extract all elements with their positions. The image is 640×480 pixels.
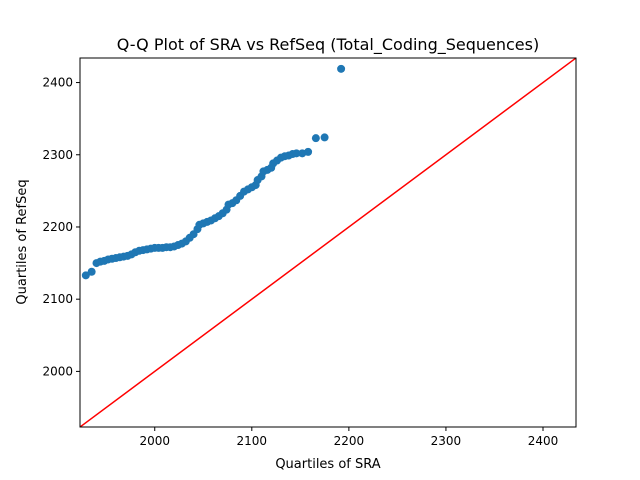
x-tick-label: 2000 [139, 434, 170, 448]
chart-title: Q-Q Plot of SRA vs RefSeq (Total_Coding_… [117, 35, 539, 55]
data-point [320, 133, 329, 142]
y-tick-label: 2200 [42, 220, 73, 234]
x-tick-label: 2200 [334, 434, 365, 448]
x-tick-label: 2300 [431, 434, 462, 448]
y-tick-label: 2100 [42, 292, 73, 306]
y-axis-label: Quartiles of RefSeq [15, 179, 30, 304]
data-point [87, 267, 96, 276]
x-axis-ticks: 2000 2100 2200 2300 2400 [139, 427, 558, 448]
x-tick-label: 2100 [237, 434, 268, 448]
y-axis-ticks: 2000 2100 2200 2300 2400 [42, 76, 80, 378]
y-tick-label: 2400 [42, 76, 73, 90]
data-point [81, 271, 90, 280]
data-point [337, 64, 346, 73]
data-point [311, 134, 320, 143]
data-point [292, 149, 301, 158]
y-tick-label: 2000 [42, 364, 73, 378]
plot-area [80, 58, 576, 427]
reference-line [80, 58, 576, 427]
y-tick-label: 2300 [42, 148, 73, 162]
data-point [304, 147, 313, 156]
axes-frame [79, 57, 577, 428]
x-tick-label: 2400 [528, 434, 559, 448]
x-axis-label: Quartiles of SRA [275, 457, 380, 472]
